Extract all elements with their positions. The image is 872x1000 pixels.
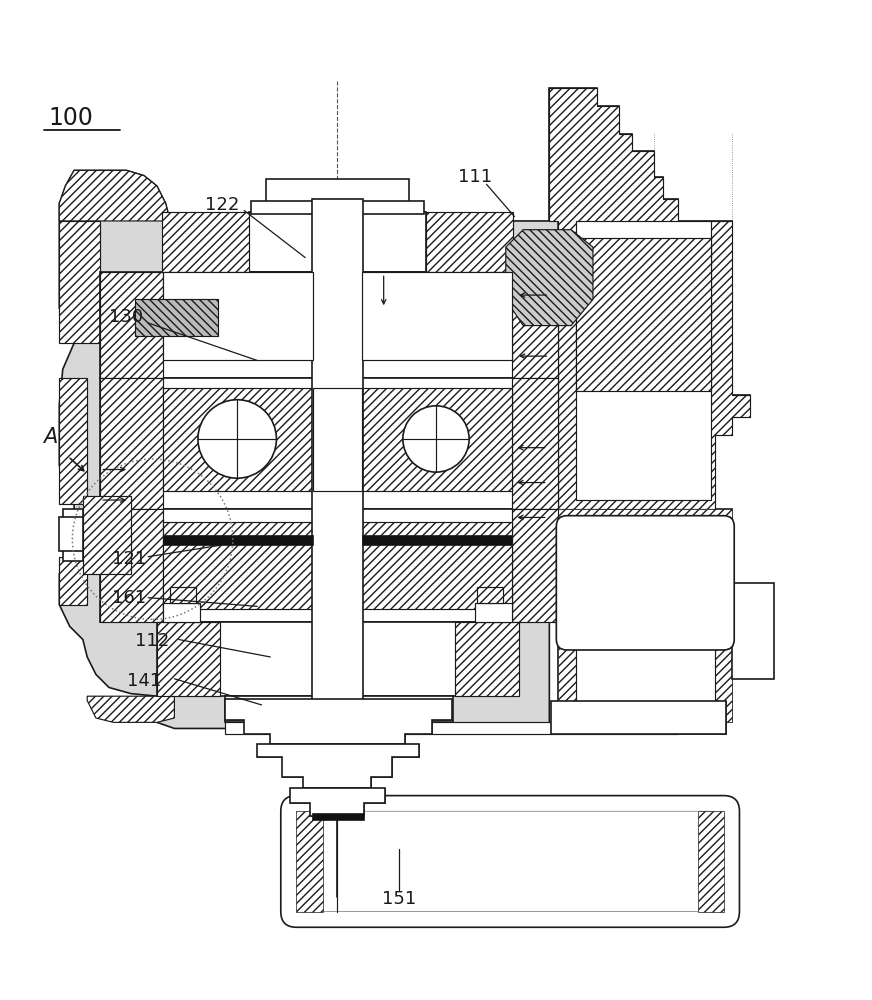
Text: 121: 121 <box>112 550 146 568</box>
Bar <box>225 722 678 734</box>
Polygon shape <box>257 744 419 788</box>
Bar <box>170 587 196 603</box>
Bar <box>266 179 409 204</box>
Bar <box>512 378 558 509</box>
Bar <box>249 212 426 272</box>
Bar <box>576 221 711 500</box>
Bar <box>225 696 453 722</box>
Bar <box>732 583 774 679</box>
Bar <box>512 509 558 622</box>
Bar <box>313 388 362 491</box>
Bar <box>163 388 313 491</box>
Text: 141: 141 <box>126 672 161 690</box>
Bar <box>698 811 724 912</box>
Bar <box>100 272 163 378</box>
Bar <box>163 603 200 622</box>
Polygon shape <box>290 788 385 816</box>
Text: 130: 130 <box>109 308 144 326</box>
Bar <box>477 587 503 603</box>
Text: 112: 112 <box>135 632 170 650</box>
Bar <box>163 522 313 609</box>
Bar <box>551 701 726 734</box>
Text: 122: 122 <box>205 196 240 214</box>
Bar <box>163 272 313 360</box>
Bar <box>100 378 558 509</box>
Polygon shape <box>59 378 87 504</box>
Polygon shape <box>506 230 593 326</box>
Polygon shape <box>59 557 87 605</box>
FancyBboxPatch shape <box>281 796 739 927</box>
Bar <box>296 811 323 912</box>
Bar <box>426 212 513 272</box>
Polygon shape <box>290 788 385 816</box>
Text: 151: 151 <box>382 890 417 908</box>
Polygon shape <box>225 699 452 744</box>
Polygon shape <box>549 88 750 509</box>
Bar <box>576 238 711 391</box>
Bar <box>251 201 424 214</box>
FancyBboxPatch shape <box>301 811 719 912</box>
Text: A: A <box>44 427 58 447</box>
Bar <box>558 509 732 722</box>
Polygon shape <box>549 88 750 509</box>
Circle shape <box>403 406 469 472</box>
Bar <box>362 522 512 609</box>
Polygon shape <box>59 170 558 728</box>
Bar <box>83 496 131 574</box>
Bar <box>63 509 83 561</box>
Bar <box>362 535 512 545</box>
Bar <box>163 535 313 545</box>
Circle shape <box>198 400 276 478</box>
Bar <box>362 272 512 360</box>
Bar <box>157 622 519 696</box>
Polygon shape <box>87 696 174 722</box>
Polygon shape <box>225 699 452 744</box>
Bar <box>100 509 163 622</box>
Bar <box>512 272 558 378</box>
Bar <box>157 622 220 696</box>
Bar <box>475 603 512 622</box>
Text: 161: 161 <box>112 589 146 607</box>
Bar <box>362 388 512 491</box>
Bar <box>100 509 558 622</box>
Text: 100: 100 <box>48 106 92 130</box>
Bar <box>100 378 163 509</box>
FancyBboxPatch shape <box>556 516 734 650</box>
Bar <box>100 272 558 378</box>
Bar <box>558 509 732 722</box>
Bar <box>59 517 83 551</box>
Bar <box>162 212 249 272</box>
Polygon shape <box>59 221 100 343</box>
Bar <box>312 813 364 820</box>
Polygon shape <box>257 744 419 788</box>
Polygon shape <box>135 299 218 336</box>
Bar <box>312 199 363 722</box>
Bar <box>576 526 715 705</box>
Bar <box>551 701 726 734</box>
Polygon shape <box>59 170 170 221</box>
Text: 111: 111 <box>458 168 493 186</box>
Bar <box>455 622 519 696</box>
